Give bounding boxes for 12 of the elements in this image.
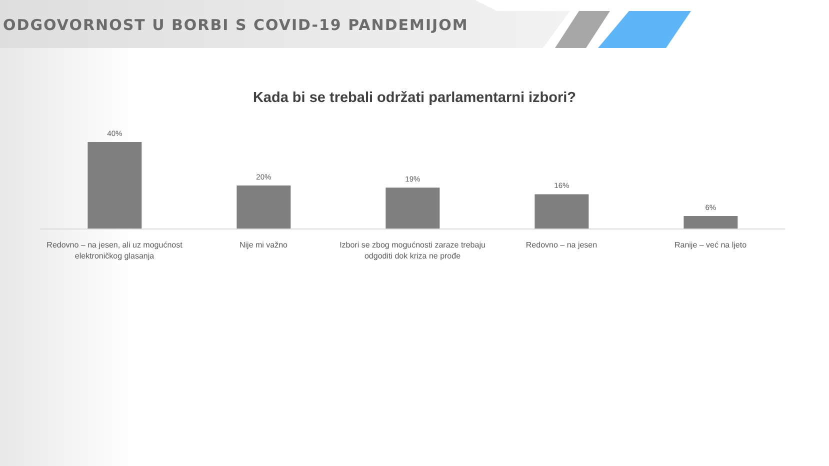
bar xyxy=(88,142,142,229)
x-tick-label: Ranije – već na ljeto xyxy=(674,240,748,250)
x-tick-label: Izbori se zbog mogućnosti zaraze trebaju odgoditi dok kriza ne prođe xyxy=(340,240,486,260)
x-tick-label: Redovno – na jesen xyxy=(526,240,598,250)
bar xyxy=(236,186,291,229)
chart-subtitle: Kada bi se trebali održati parlamentarni izbori? xyxy=(252,90,578,107)
bar xyxy=(684,216,738,229)
x-tick-label: Nije mi važno xyxy=(239,240,288,250)
x-tick-label: Redovno – na jesen, ali uz mogućnost elektroničkog glasanja xyxy=(46,240,184,260)
bar xyxy=(534,194,589,229)
chart-title: ODGOVORNOST U BORBI S COVID-19 PANDEMIJOM xyxy=(3,16,468,34)
bar xyxy=(386,188,440,229)
